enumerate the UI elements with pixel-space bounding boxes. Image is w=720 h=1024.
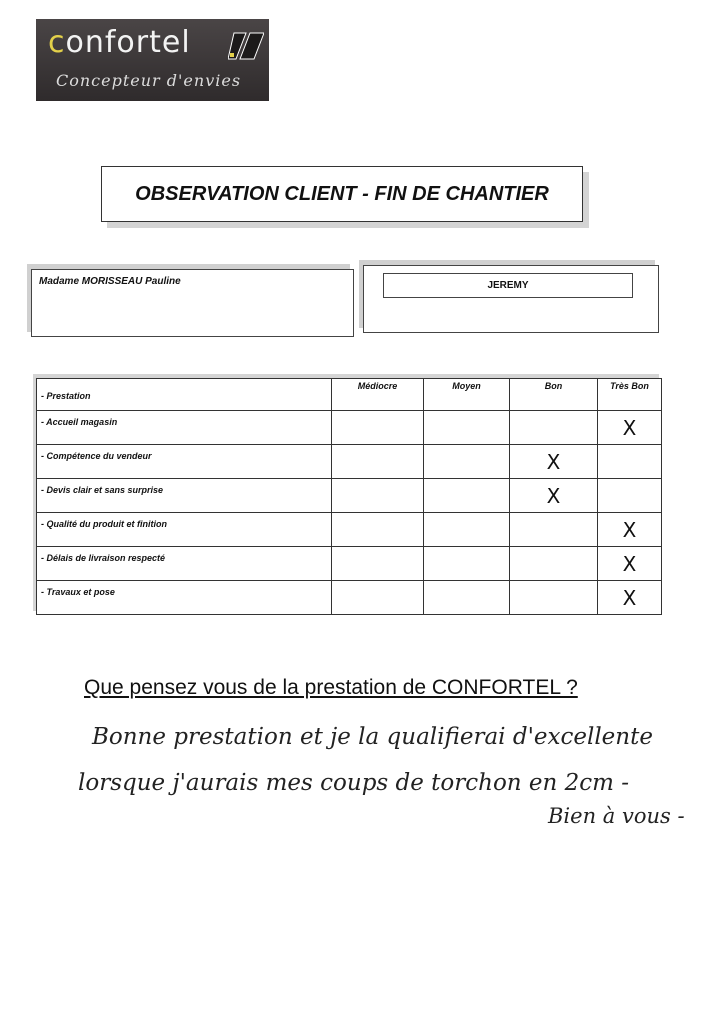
seller-box: JEREMY [363, 265, 659, 333]
row-label: - Qualité du produit et finition [36, 512, 332, 547]
row-label: - Accueil magasin [36, 410, 332, 445]
rating-cell-tr-s-bon[interactable]: X [597, 546, 662, 581]
table-row: - Accueil magasin X [36, 410, 662, 445]
check-mark-icon: X [546, 449, 561, 474]
confortel-logo: confortel Concepteur d'envies [36, 19, 269, 101]
table-row: - Délais de livraison respecté X [36, 546, 662, 581]
client-box: Madame MORISSEAU Pauline [31, 269, 354, 337]
rating-cell-m-diocre[interactable] [331, 410, 424, 445]
header-mediocre: Médiocre [331, 378, 424, 411]
answer-line-1: Bonne prestation et je la qualifierai d'… [92, 724, 653, 750]
row-label: - Délais de livraison respecté [36, 546, 332, 581]
rating-cell-tr-s-bon[interactable]: X [597, 512, 662, 547]
check-mark-icon: X [546, 483, 561, 508]
rating-cell-tr-s-bon[interactable]: X [597, 580, 662, 615]
rating-cell-moyen[interactable] [423, 512, 510, 547]
client-name: Madame MORISSEAU Pauline [39, 276, 181, 287]
logo-brand-text: onfortel [65, 25, 191, 60]
answer-line-3: Bien à vous - [548, 804, 685, 828]
rating-cell-bon[interactable] [509, 512, 598, 547]
rating-cell-bon[interactable]: X [509, 444, 598, 479]
table-row: - Travaux et pose X [36, 580, 662, 615]
question: Que pensez vous de la prestation de CONF… [84, 676, 578, 699]
check-mark-icon: X [622, 415, 637, 440]
rating-cell-bon[interactable]: X [509, 478, 598, 513]
header-tres-bon: Très Bon [597, 378, 662, 411]
rating-cell-bon[interactable] [509, 546, 598, 581]
logo-brand: confortel [48, 25, 191, 60]
table-row: - Qualité du produit et finition X [36, 512, 662, 547]
row-label: - Devis clair et sans surprise [36, 478, 332, 513]
rating-cell-m-diocre[interactable] [331, 444, 424, 479]
rating-cell-moyen[interactable] [423, 410, 510, 445]
logo-slash-icon [228, 32, 264, 60]
check-mark-icon: X [622, 551, 637, 576]
title-box: OBSERVATION CLIENT - FIN DE CHANTIER [101, 166, 583, 222]
rating-cell-moyen[interactable] [423, 546, 510, 581]
rating-cell-m-diocre[interactable] [331, 478, 424, 513]
rating-cell-m-diocre[interactable] [331, 546, 424, 581]
header-bon: Bon [509, 378, 598, 411]
answer-line-2: lorsque j'aurais mes coups de torchon en… [78, 770, 630, 796]
rating-cell-tr-s-bon[interactable]: X [597, 410, 662, 445]
rating-cell-tr-s-bon[interactable] [597, 478, 662, 513]
header-moyen: Moyen [423, 378, 510, 411]
rating-cell-m-diocre[interactable] [331, 580, 424, 615]
check-mark-icon: X [622, 517, 637, 542]
rating-cell-bon[interactable] [509, 580, 598, 615]
table-row: - Devis clair et sans surprise X [36, 478, 662, 513]
table-header-row: - Prestation Médiocre Moyen Bon Très Bon [36, 378, 662, 411]
row-label: - Travaux et pose [36, 580, 332, 615]
rating-cell-moyen[interactable] [423, 444, 510, 479]
row-label: - Compétence du vendeur [36, 444, 332, 479]
rating-cell-moyen[interactable] [423, 580, 510, 615]
logo-tagline: Concepteur d'envies [56, 71, 242, 90]
rating-cell-tr-s-bon[interactable] [597, 444, 662, 479]
table-row: - Compétence du vendeur X [36, 444, 662, 479]
rating-cell-bon[interactable] [509, 410, 598, 445]
header-prestation: - Prestation [36, 378, 332, 411]
check-mark-icon: X [622, 585, 637, 610]
rating-cell-m-diocre[interactable] [331, 512, 424, 547]
rating-table: - Prestation Médiocre Moyen Bon Très Bon… [36, 378, 662, 615]
rating-cell-moyen[interactable] [423, 478, 510, 513]
seller-name: JEREMY [383, 273, 633, 298]
page-title: OBSERVATION CLIENT - FIN DE CHANTIER [135, 182, 549, 205]
